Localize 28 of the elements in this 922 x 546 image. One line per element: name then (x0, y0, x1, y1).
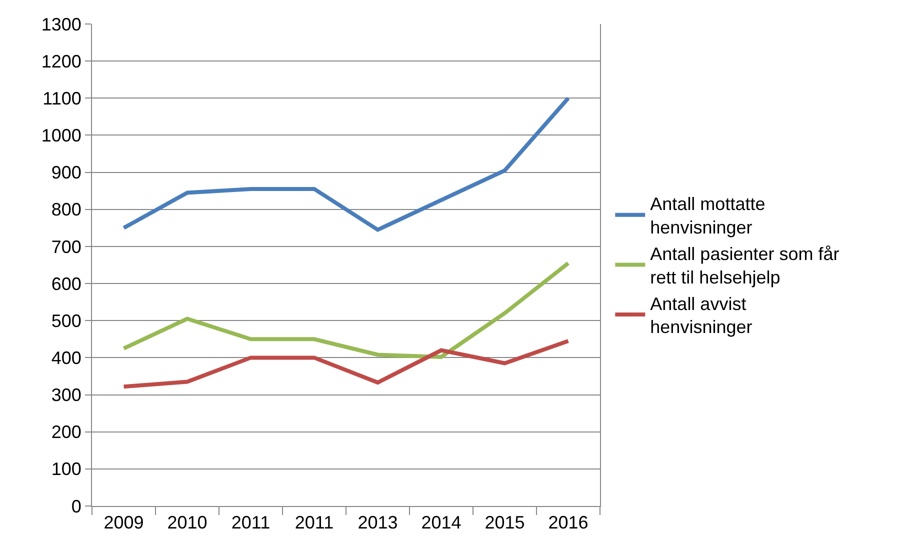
y-tick-label: 700 (51, 236, 82, 257)
legend-label: Antall avvist henvisninger (650, 294, 752, 338)
x-tick-label: 2009 (104, 512, 144, 533)
x-tick-label: 2015 (484, 512, 525, 533)
y-tick-label: 1000 (41, 126, 82, 146)
y-tick-label: 800 (51, 200, 82, 220)
x-tick-label: 2014 (421, 512, 462, 533)
legend-label: Antall mottatte henvisninger (650, 194, 766, 238)
line-series (122, 339, 570, 389)
y-tick-label: 300 (51, 385, 82, 406)
x-tick-label: 2016 (548, 512, 588, 533)
x-tick-label: 2011 (231, 512, 270, 533)
legend-label: Antall pasienter som får rett til helsehjelp (650, 244, 840, 288)
y-tick-label: 400 (51, 348, 82, 368)
line-series (122, 96, 570, 232)
line-series (122, 261, 570, 359)
y-tick-label: 1300 (41, 14, 82, 34)
y-tick-label: 100 (51, 459, 82, 480)
x-tick-label: 2011 (294, 512, 334, 533)
y-tick-label: 600 (51, 274, 82, 294)
y-tick-label: 200 (51, 422, 82, 442)
y-tick-label: 0 (71, 496, 82, 516)
y-tick-label: 1200 (41, 51, 82, 72)
y-tick-label: 500 (51, 310, 82, 331)
y-tick-label: 1100 (42, 88, 82, 108)
x-tick-label: 2010 (167, 512, 208, 533)
y-tick-label: 900 (51, 162, 82, 183)
x-tick-label: 2013 (358, 512, 398, 533)
